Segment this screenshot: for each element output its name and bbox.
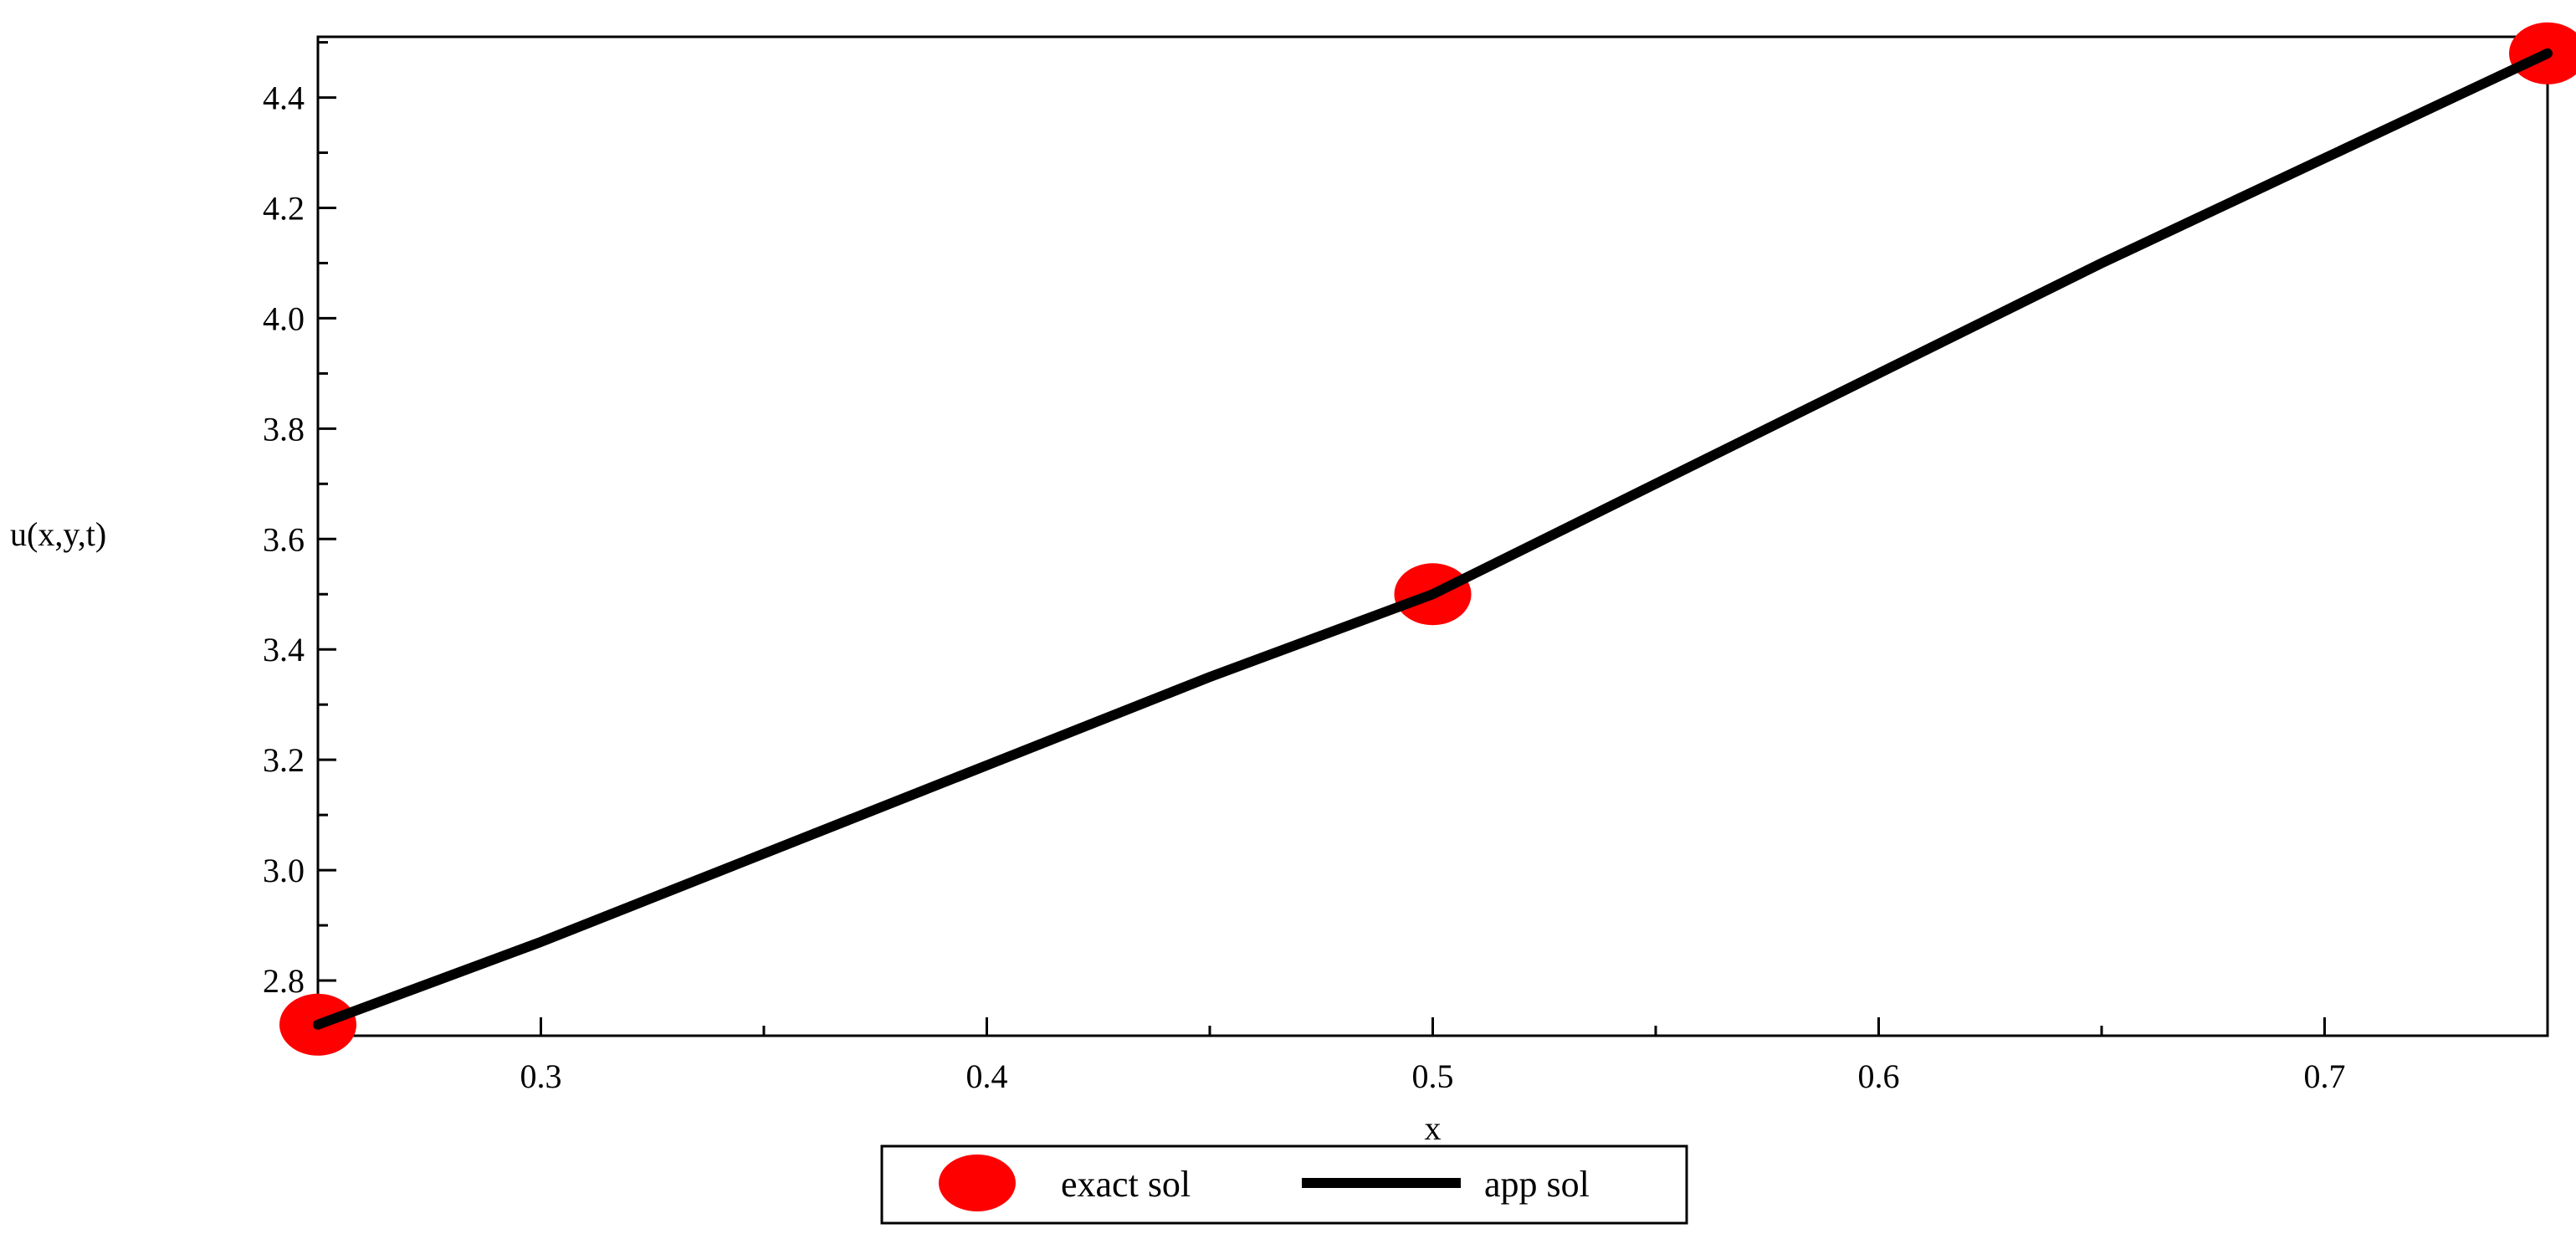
- legend: exact sol app sol: [880, 1144, 1688, 1225]
- y-axis: 2.8 3.0 3.2 3.4 3.6 3.8 4.0 4.2 4.4: [263, 41, 336, 1037]
- x-tick-label: 0.5: [1412, 1057, 1454, 1095]
- x-tick-label: 0.6: [1858, 1057, 1900, 1095]
- series-layer: [279, 22, 2576, 1056]
- legend-marker-exact-sol: [939, 1155, 1016, 1211]
- legend-label-app-sol: app sol: [1484, 1164, 1590, 1205]
- y-tick-label: 3.8: [263, 410, 305, 448]
- x-tick-label: 0.7: [2304, 1057, 2346, 1095]
- x-tick-label: 0.4: [966, 1057, 1008, 1095]
- y-tick-label: 2.8: [263, 962, 305, 1000]
- plot-frame: [316, 35, 2549, 1037]
- y-tick-label: 4.2: [263, 189, 305, 227]
- legend-label-exact-sol: exact sol: [1061, 1164, 1191, 1205]
- x-axis: 0.3 0.4 0.5 0.6 0.7: [520, 1017, 2549, 1095]
- y-tick-label: 3.4: [263, 631, 305, 668]
- y-tick-label: 3.0: [263, 852, 305, 889]
- x-axis-label: x: [1425, 1109, 1442, 1147]
- y-tick-label: 3.6: [263, 520, 305, 558]
- x-tick-label: 0.3: [520, 1057, 562, 1095]
- y-tick-label: 4.0: [263, 300, 305, 337]
- legend-box: [880, 1144, 1688, 1225]
- series-line-app-sol: [313, 48, 2553, 1030]
- y-tick-label: 3.2: [263, 741, 305, 779]
- y-tick-label: 4.4: [263, 79, 305, 117]
- y-axis-label: u(x,y,t): [10, 515, 106, 553]
